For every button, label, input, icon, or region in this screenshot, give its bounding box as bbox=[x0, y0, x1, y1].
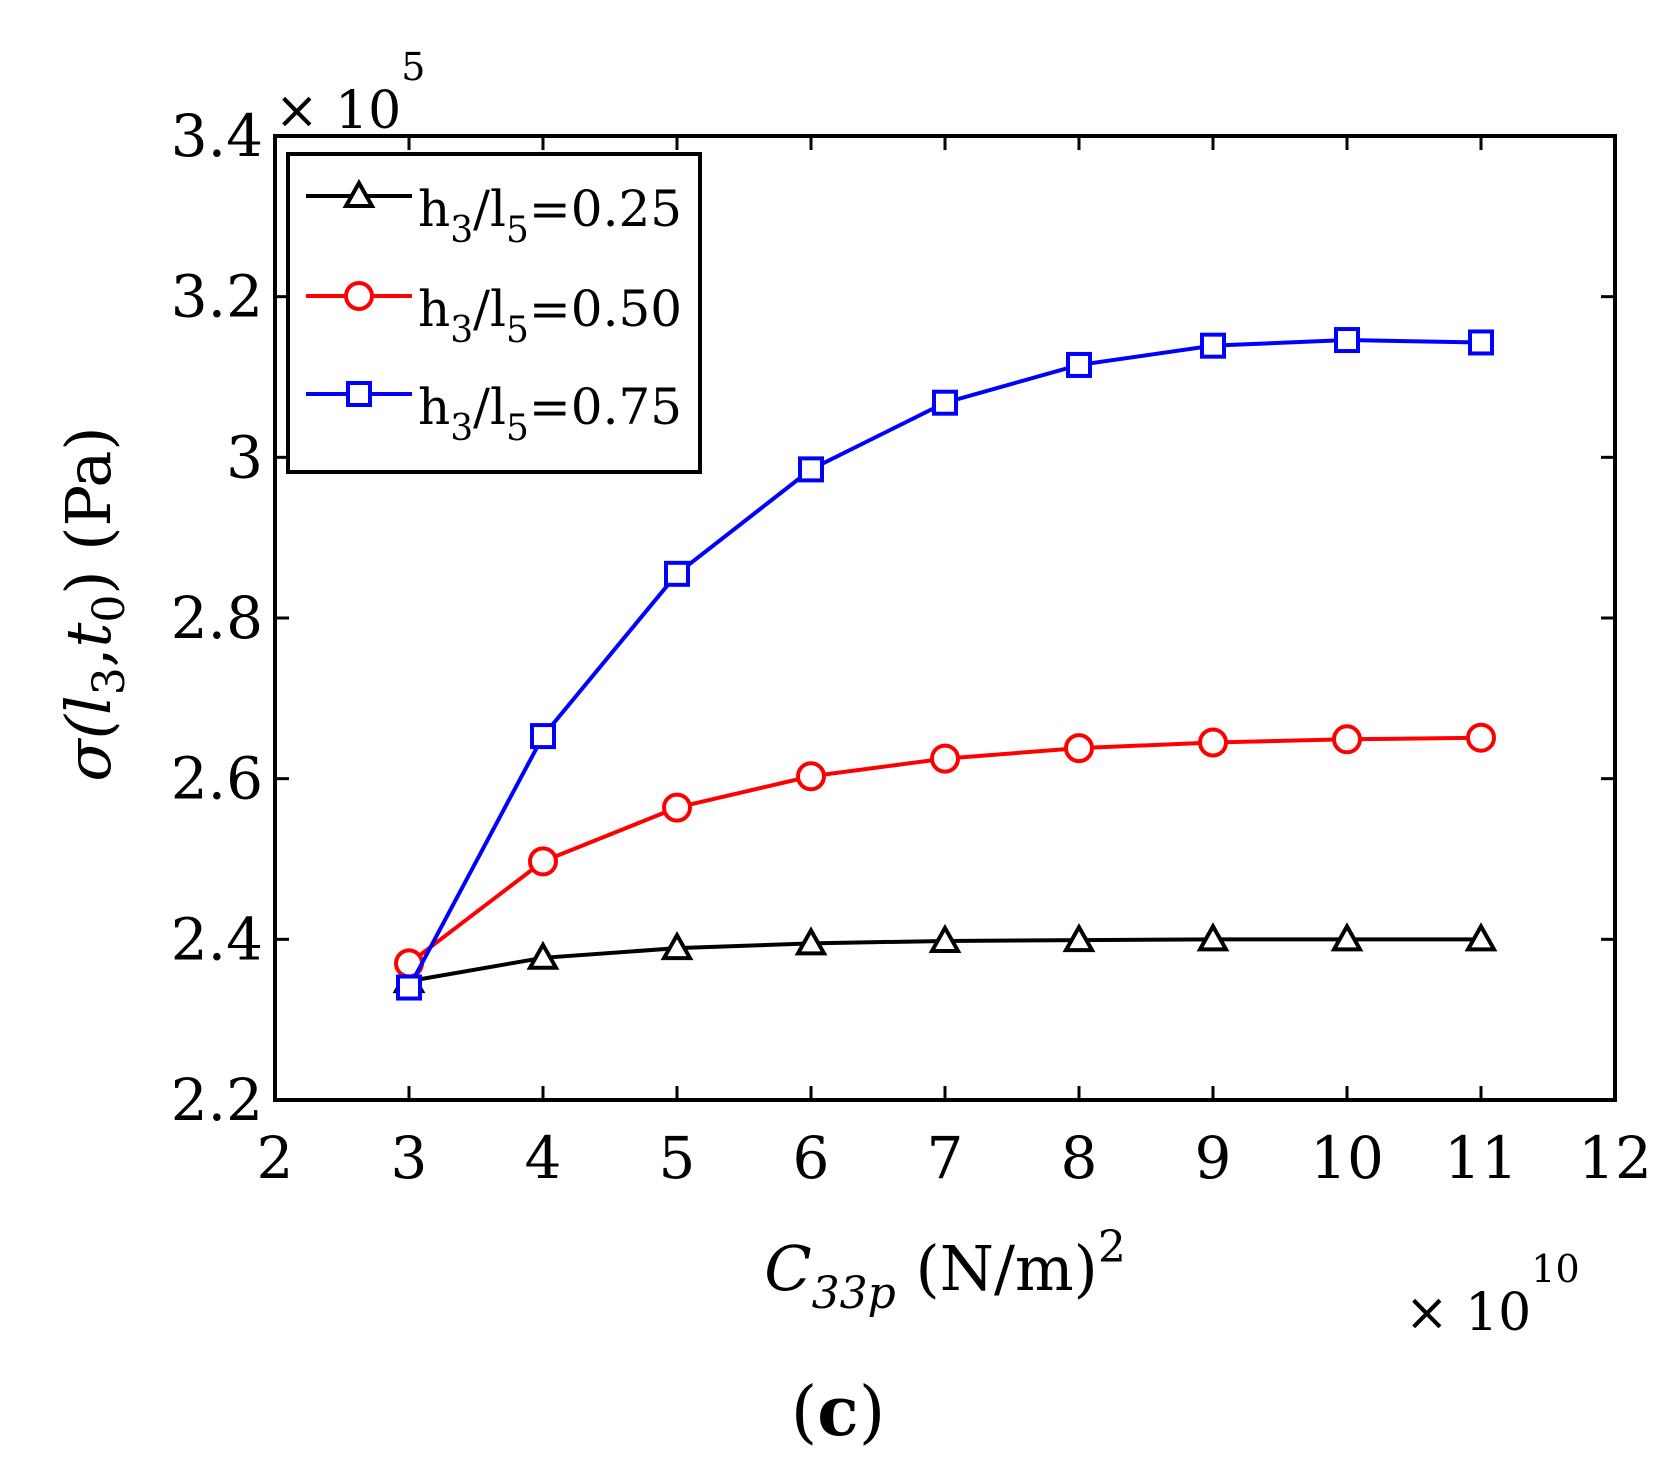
y-tick-label-4: 3 bbox=[226, 423, 263, 491]
series-3-point-5 bbox=[1066, 351, 1092, 378]
series-2-point-6 bbox=[1198, 727, 1228, 758]
series-2-point-1 bbox=[528, 846, 558, 877]
legend-label-series-1: h3/l5=0.25 bbox=[418, 180, 682, 251]
x-multiplier-base: × 10 bbox=[1405, 1283, 1531, 1343]
series-1-point-8 bbox=[1464, 922, 1498, 952]
x-tick-label-2: 4 bbox=[525, 1124, 562, 1192]
legend-label-series-3: h3/l5=0.75 bbox=[418, 378, 682, 449]
y-tick-label-5: 3.2 bbox=[171, 263, 263, 331]
y-axis-label: σ(l3,t0) (Pa) bbox=[52, 426, 135, 781]
legend-label-series-2: h3/l5=0.50 bbox=[418, 280, 682, 351]
x-tick-labels: 2 3 4 5 6 7 8 9 10 11 12 bbox=[257, 1124, 1652, 1192]
y-tick-label-1: 2.4 bbox=[171, 905, 263, 973]
x-tick-label-5: 7 bbox=[927, 1124, 964, 1192]
series-1-point-5 bbox=[1062, 923, 1096, 953]
x-tick-label-8: 10 bbox=[1310, 1124, 1384, 1192]
y-tick-label-6: 3.4 bbox=[171, 102, 263, 170]
y-tick-labels: 2.2 2.4 2.6 2.8 3 3.2 3.4 bbox=[171, 102, 263, 1134]
x-tick-label-1: 3 bbox=[391, 1124, 428, 1192]
y-multiplier-base: × 10 bbox=[275, 81, 401, 141]
legend-marker-series-2 bbox=[344, 281, 374, 311]
x-tick-label-10: 12 bbox=[1578, 1124, 1652, 1192]
x-tick-label-3: 5 bbox=[659, 1124, 696, 1192]
y-tick-label-0: 2.2 bbox=[171, 1066, 263, 1134]
x-axis-multiplier: × 1010 bbox=[1405, 1247, 1580, 1343]
series-1-point-2 bbox=[660, 931, 694, 961]
series-3-point-4 bbox=[932, 389, 958, 416]
x-tick-label-4: 6 bbox=[793, 1124, 830, 1192]
figure-caption: (c) bbox=[791, 1372, 885, 1452]
series-2-point-3 bbox=[796, 761, 826, 792]
series-2-point-5 bbox=[1064, 733, 1094, 764]
x-tick-label-9: 11 bbox=[1444, 1124, 1518, 1192]
series-3-point-3 bbox=[798, 456, 824, 483]
x-tick-label-0: 2 bbox=[257, 1124, 294, 1192]
legend: h3/l5=0.25 h3/l5=0.50 h3/l5=0.75 bbox=[286, 152, 702, 474]
y-tick-label-2: 2.6 bbox=[171, 745, 263, 813]
series-3-point-7 bbox=[1334, 327, 1360, 354]
legend-marker-series-1 bbox=[342, 178, 376, 208]
series-2-point-2 bbox=[662, 792, 692, 823]
series-3-point-6 bbox=[1200, 332, 1226, 359]
series-2-point-8 bbox=[1466, 722, 1496, 753]
series-1-point-1 bbox=[526, 940, 560, 970]
series-3-point-8 bbox=[1468, 329, 1494, 356]
series-2-point-4 bbox=[930, 743, 960, 774]
series-1-point-7 bbox=[1330, 922, 1364, 952]
series-1-point-4 bbox=[928, 923, 962, 953]
x-tick-label-6: 8 bbox=[1061, 1124, 1098, 1192]
x-axis-label: C33p (N/m)2 bbox=[764, 1222, 1126, 1319]
legend-marker-series-3 bbox=[346, 381, 372, 407]
series-3-point-2 bbox=[664, 560, 690, 587]
legend-samples bbox=[306, 178, 412, 407]
x-tick-label-7: 9 bbox=[1195, 1124, 1232, 1192]
series-3-point-1 bbox=[530, 723, 556, 750]
x-multiplier-exponent: 10 bbox=[1531, 1247, 1579, 1291]
series-layer bbox=[392, 327, 1498, 1001]
axis-ticks bbox=[273, 134, 1617, 1102]
y-tick-label-3: 2.8 bbox=[171, 584, 263, 652]
y-multiplier-exponent: 5 bbox=[401, 45, 425, 89]
y-axis-multiplier: × 105 bbox=[275, 45, 425, 141]
series-1-point-3 bbox=[794, 926, 828, 956]
series-1-point-6 bbox=[1196, 922, 1230, 952]
series-3-point-0 bbox=[396, 974, 422, 1001]
series-1 bbox=[392, 922, 1498, 994]
series-3 bbox=[396, 327, 1494, 1001]
series-2-point-7 bbox=[1332, 724, 1362, 755]
